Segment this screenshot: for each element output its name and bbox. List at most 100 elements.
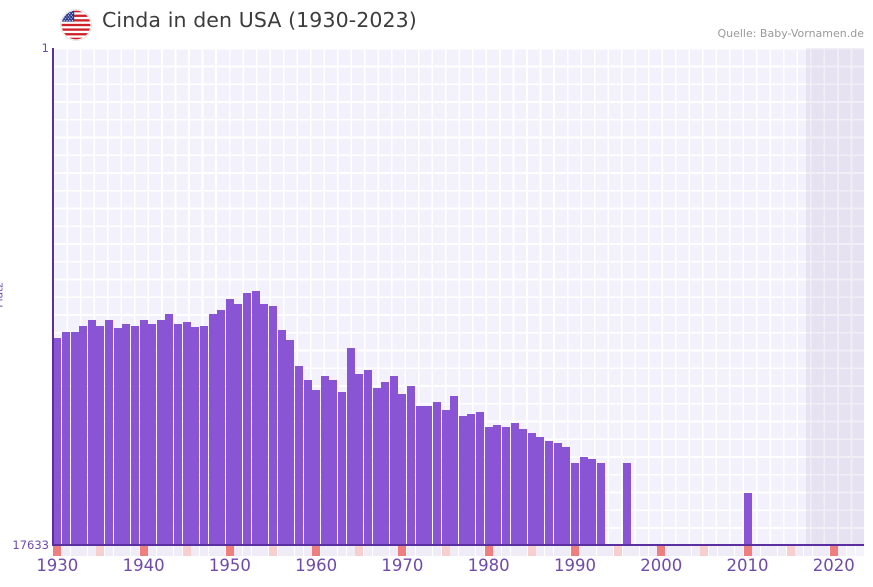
bar-1968[interactable]	[381, 382, 390, 545]
bar-1974[interactable]	[432, 401, 441, 545]
bar-1980[interactable]	[484, 427, 493, 545]
bar-1961[interactable]	[320, 376, 329, 545]
bar-1954[interactable]	[260, 304, 269, 545]
bar-1964[interactable]	[346, 348, 355, 545]
x-tick-1983	[510, 546, 519, 556]
bar-1978[interactable]	[467, 413, 476, 545]
bar-1986[interactable]	[536, 437, 545, 545]
x-tick-1992	[588, 546, 597, 556]
bar-1957[interactable]	[286, 340, 295, 545]
bar-series	[53, 48, 864, 545]
bar-1981[interactable]	[493, 425, 502, 545]
bar-1971[interactable]	[407, 385, 416, 545]
bar-1930[interactable]	[53, 338, 62, 545]
bar-1996[interactable]	[622, 462, 631, 545]
bar-1987[interactable]	[545, 441, 554, 545]
bar-1977[interactable]	[458, 415, 467, 545]
bar-1976[interactable]	[450, 395, 459, 545]
bar-1933[interactable]	[79, 326, 88, 545]
x-tick-1979	[476, 546, 485, 556]
bar-1953[interactable]	[251, 290, 260, 545]
bar-1975[interactable]	[441, 409, 450, 545]
bar-1941[interactable]	[148, 324, 157, 545]
bar-1944[interactable]	[174, 324, 183, 545]
x-axis-line	[53, 544, 864, 546]
x-tick-1988	[553, 546, 562, 556]
x-tick-1961	[320, 546, 329, 556]
bar-1940[interactable]	[139, 320, 148, 545]
x-tick-2001	[665, 546, 674, 556]
x-tick-1947	[199, 546, 208, 556]
x-tick-1972	[415, 546, 424, 556]
bar-1956[interactable]	[277, 330, 286, 545]
x-tick-1931	[61, 546, 70, 556]
bar-1942[interactable]	[156, 320, 165, 545]
bar-1990[interactable]	[570, 462, 579, 545]
bar-1951[interactable]	[234, 304, 243, 545]
x-tick-2014	[778, 546, 787, 556]
bar-1983[interactable]	[510, 423, 519, 545]
bar-1955[interactable]	[268, 306, 277, 545]
bar-1949[interactable]	[217, 310, 226, 545]
bar-1945[interactable]	[182, 322, 191, 545]
bar-1972[interactable]	[415, 405, 424, 545]
bar-1963[interactable]	[338, 391, 347, 545]
bar-1948[interactable]	[208, 314, 217, 545]
x-tick-1963	[338, 546, 347, 556]
bar-1935[interactable]	[96, 326, 105, 545]
bar-1965[interactable]	[355, 374, 364, 545]
bar-1988[interactable]	[553, 443, 562, 545]
bar-1932[interactable]	[70, 332, 79, 545]
bar-1966[interactable]	[363, 370, 372, 545]
bar-1973[interactable]	[424, 405, 433, 545]
bar-1993[interactable]	[596, 462, 605, 545]
bar-1992[interactable]	[588, 458, 597, 545]
bar-1950[interactable]	[225, 298, 234, 545]
x-tick-1968	[381, 546, 390, 556]
y-axis-title: Platz	[0, 282, 6, 308]
x-axis-label-2000: 2000	[640, 556, 683, 575]
x-tick-1998	[639, 546, 648, 556]
x-tick-2000	[657, 546, 666, 556]
bar-1937[interactable]	[113, 328, 122, 545]
bar-1931[interactable]	[61, 332, 70, 545]
bar-1960[interactable]	[312, 389, 321, 545]
bar-1943[interactable]	[165, 314, 174, 545]
bar-1969[interactable]	[389, 376, 398, 545]
bar-1947[interactable]	[199, 326, 208, 545]
bar-1979[interactable]	[476, 411, 485, 545]
x-tick-2002	[674, 546, 683, 556]
x-axis-tick-strip	[53, 546, 864, 556]
bar-1936[interactable]	[105, 320, 114, 545]
bar-1985[interactable]	[527, 433, 536, 545]
x-axis-label-1950: 1950	[208, 556, 251, 575]
x-tick-1946	[191, 546, 200, 556]
bar-1938[interactable]	[122, 324, 131, 545]
x-tick-2017	[803, 546, 812, 556]
x-tick-1974	[432, 546, 441, 556]
bar-1952[interactable]	[243, 292, 252, 545]
bar-1939[interactable]	[130, 326, 139, 545]
bar-2010[interactable]	[743, 492, 752, 545]
x-tick-1933	[79, 546, 88, 556]
bar-1970[interactable]	[398, 393, 407, 545]
bar-1934[interactable]	[87, 320, 96, 545]
bar-1967[interactable]	[372, 387, 381, 545]
plot-area	[53, 48, 864, 545]
bar-1958[interactable]	[294, 366, 303, 545]
x-tick-1949	[217, 546, 226, 556]
bar-1959[interactable]	[303, 380, 312, 545]
bar-1982[interactable]	[501, 427, 510, 545]
bar-1984[interactable]	[519, 429, 528, 545]
x-tick-2007	[717, 546, 726, 556]
bar-1946[interactable]	[191, 327, 200, 545]
y-axis-top-tick-label: 1	[41, 41, 49, 55]
x-tick-1944	[174, 546, 183, 556]
x-tick-1965	[355, 546, 364, 556]
x-tick-2023	[855, 546, 864, 556]
bar-1962[interactable]	[329, 380, 338, 545]
bar-1991[interactable]	[579, 456, 588, 545]
x-tick-1991	[579, 546, 588, 556]
bar-1989[interactable]	[562, 447, 571, 545]
